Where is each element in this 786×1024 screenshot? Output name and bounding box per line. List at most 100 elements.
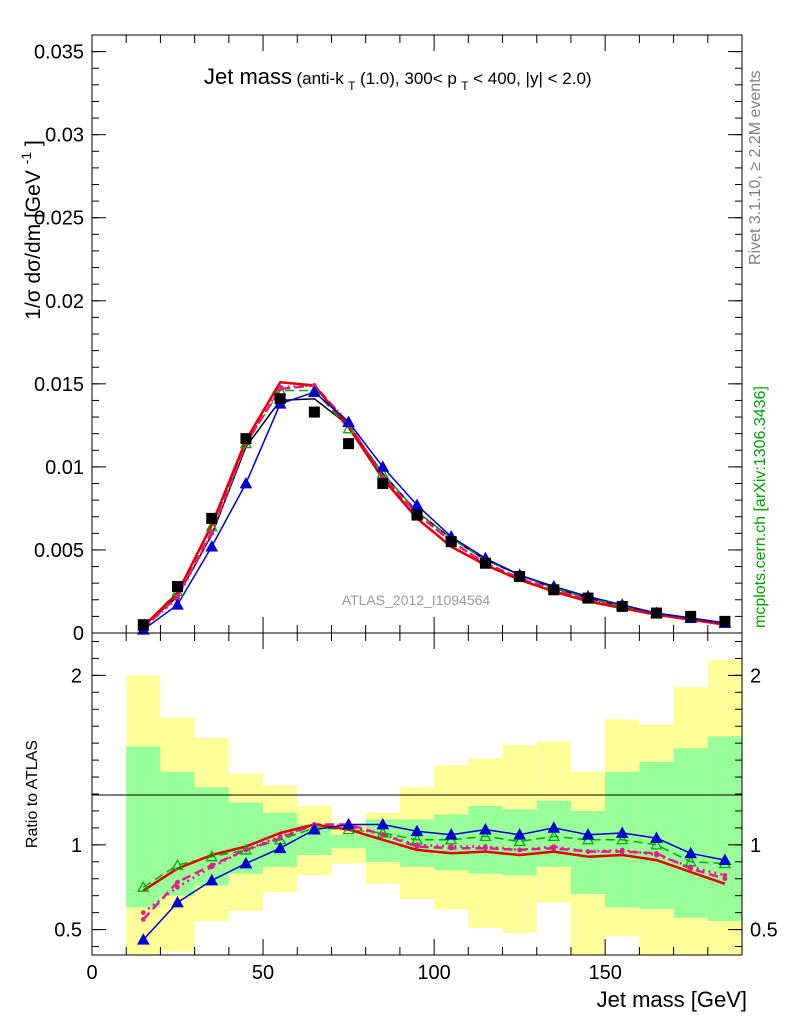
mcplots-label: mcplots.cern.ch [arXiv:1306.3436] [752, 386, 769, 628]
ratio-band-green-16 [673, 748, 708, 918]
ratio-series-2-series_magenta-line [142, 823, 726, 921]
ratio-y-tick-label-right-1: 1 [750, 835, 761, 857]
rivet-version-label: Rivet 3.1.10, ≥ 2.2M events [747, 70, 764, 265]
ratio-series-2-marker-14 [619, 849, 625, 855]
title-sub-t2: T [461, 79, 469, 93]
ratio-series-4-marker-6 [342, 817, 355, 830]
ratio-series-2-marker-0 [140, 917, 146, 922]
main-series-3-marker-1 [175, 594, 180, 599]
ratio-y-tick-label-1: 1 [71, 835, 82, 857]
main-series-5-marker-7 [376, 460, 390, 472]
data-point-14 [616, 600, 628, 612]
data-point-6 [343, 438, 355, 450]
ratio-series-4-marker-17 [718, 853, 732, 865]
ratio-band-green-12 [536, 800, 571, 867]
ratio-y-tick-label-right-2: 2 [750, 665, 761, 687]
data-point-2 [206, 512, 218, 524]
ratio-series-0-marker-0 [137, 880, 150, 892]
ylabel-close: ] [22, 140, 45, 146]
ratio-series-4-marker-10 [479, 823, 492, 835]
x-axis-label: Jet mass [GeV] [597, 987, 747, 1012]
title-detail: (anti-k [296, 69, 344, 88]
ratio-band-green-6 [331, 834, 366, 849]
data-point-12 [548, 584, 560, 596]
title-detail-end: < 400, |y| < 2.0) [473, 69, 591, 88]
ratio-series-2-marker-4 [277, 835, 283, 841]
ratio-series-1-marker-0 [140, 910, 146, 916]
data-point-5 [308, 406, 320, 418]
ratio-series-4-marker-11 [513, 828, 526, 840]
ratio-series-4-marker-16 [684, 846, 698, 859]
main-y-tick-label-6: 0.03 [45, 125, 84, 147]
ratio-series-0-marker-15 [650, 838, 663, 850]
data-point-10 [479, 557, 491, 569]
ratio-bands [126, 660, 742, 955]
main-series-5-marker-6 [342, 415, 355, 427]
ratio-series-0-series_green-line [142, 827, 725, 888]
data-point-11 [514, 571, 526, 583]
x-tick-label-2: 100 [417, 962, 450, 984]
ratio-band-green-17 [707, 736, 742, 922]
ratio-series-2-marker-8 [414, 844, 420, 849]
ratio-series-1-marker-1 [175, 884, 180, 890]
ratio-series-2-marker-7 [380, 832, 386, 838]
main-data-points [137, 393, 731, 631]
ratio-series-1-marker-17 [722, 872, 728, 878]
title-sub-t: T [348, 79, 356, 93]
main-y-tick-label-1: 0.005 [34, 540, 84, 562]
ratio-series-4-series_blue-line [142, 823, 726, 941]
main-series-3-marker-5 [311, 383, 317, 388]
ratio-y-axis-label: Ratio to ATLAS [24, 740, 41, 848]
ratio-markers [136, 817, 732, 945]
data-point-17 [719, 615, 731, 627]
data-point-9 [445, 536, 457, 548]
ratio-series-4-marker-7 [376, 817, 390, 830]
main-y-axis-label: 1/σ dσ/dm [GeV -1 ] [13, 140, 45, 320]
main-y-tick-label-3: 0.015 [34, 374, 84, 396]
ratio-series-2-marker-12 [551, 845, 557, 851]
ratio-series-3-series_red-line [142, 823, 726, 892]
ratio-series-4-marker-9 [444, 828, 458, 840]
main-series-3-series_magenta-line [142, 384, 726, 629]
ratio-series-0-marker-14 [616, 833, 629, 845]
ratio-series-4-marker-8 [410, 824, 424, 837]
main-y-tick-label-2: 0.01 [45, 457, 84, 479]
main-panel: 0 0.005 0.01 0.015 0.02 0.025 0.03 0.035 [34, 34, 743, 645]
main-frame [91, 34, 743, 634]
main-series-5-series_blue-line [142, 391, 726, 631]
ratio-y-tick-label-2: 2 [71, 665, 82, 687]
ylabel-text: 1/σ dσ/dm [GeV [22, 170, 45, 320]
ratio-series-2-marker-1 [175, 879, 180, 885]
data-point-1 [172, 580, 184, 592]
ratio-series-0-marker-11 [513, 835, 526, 847]
title-detail-rest: (1.0), 300< p [360, 69, 457, 88]
main-y-tick-label-7: 0.035 [34, 42, 84, 64]
main-y-tick-label-0: 0 [73, 623, 84, 645]
main-series-5-marker-3 [239, 476, 253, 489]
ratio-series-0-marker-3 [239, 843, 253, 855]
main-series-4-series_red-line [142, 380, 726, 628]
ratio-series-0-marker-1 [171, 858, 184, 870]
x-tick-label-1: 50 [252, 962, 274, 984]
ylabel-sup: -1 [18, 152, 34, 165]
ratio-series-4-marker-3 [239, 856, 253, 869]
ratio-series-4-marker-2 [205, 873, 219, 886]
ratio-curves [142, 823, 726, 941]
ratio-band-green-9 [434, 814, 469, 871]
ratio-series-4-marker-4 [273, 841, 287, 854]
main-series-1-marker-6 [342, 422, 355, 434]
ratio-series-0-marker-10 [479, 830, 492, 842]
ratio-band-green-11 [502, 809, 537, 876]
data-point-8 [411, 509, 423, 521]
ratio-series-2-marker-15 [654, 850, 659, 856]
x-tick-label-0: 0 [86, 962, 97, 984]
title-main: Jet mass [204, 64, 292, 89]
ratio-series-4-marker-5 [308, 823, 321, 835]
main-series-5-marker-8 [410, 498, 424, 510]
data-point-4 [274, 393, 286, 405]
main-series-1-series_green-line [142, 389, 726, 627]
ratio-series-2-marker-2 [209, 862, 215, 868]
ratio-axes: 0.5 0.5 1 1 2 2 0 50 100 150 [54, 633, 778, 984]
data-point-7 [377, 478, 389, 489]
ratio-series-4-marker-0 [136, 933, 150, 945]
